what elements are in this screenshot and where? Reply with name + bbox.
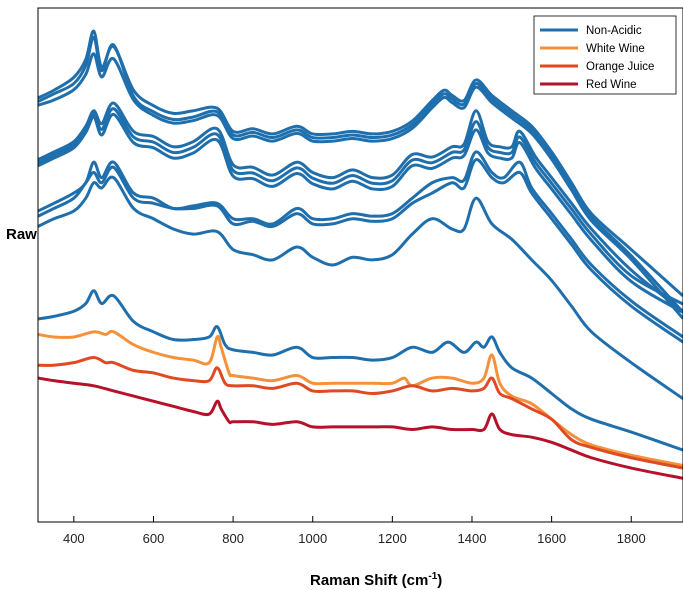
series-line-non-acidic-9 [37, 289, 683, 452]
x-tick-label: 1800 [617, 531, 646, 546]
legend-label-non-acidic: Non-Acidic [586, 25, 642, 37]
x-tick-label: 1600 [537, 531, 566, 546]
x-tick-label: 400 [63, 531, 85, 546]
legend-label-orange-juice: Orange Juice [586, 61, 654, 73]
series-line-orange-juice-11 [37, 356, 683, 470]
series-line-non-acidic-3 [37, 101, 683, 313]
y-axis-label: Raw [6, 226, 37, 243]
series-line-non-acidic-2 [37, 52, 683, 320]
series-line-non-acidic-5 [37, 112, 683, 314]
x-axis-label: Raman Shift (cm-1) [310, 571, 442, 589]
series-line-non-acidic-7 [37, 158, 683, 344]
series-line-white-wine-10 [37, 329, 683, 467]
x-tick-label: 800 [222, 531, 244, 546]
series-line-non-acidic-8 [37, 175, 683, 400]
plot-frame [37, 7, 683, 523]
legend: Non-Acidic White Wine Orange Juice Red Wine [533, 15, 677, 95]
x-axis-ticks: 400 600 800 1000 1200 1400 1600 1800 [63, 516, 646, 546]
x-tick-label: 600 [143, 531, 165, 546]
legend-label-white-wine: White Wine [586, 43, 645, 55]
series-lines [37, 29, 683, 480]
legend-label-red-wine: Red Wine [586, 79, 637, 91]
x-tick-label: 1000 [298, 531, 327, 546]
series-line-non-acidic-4 [37, 107, 683, 306]
x-tick-label: 1400 [458, 531, 487, 546]
series-line-non-acidic-1 [37, 35, 683, 314]
series-line-non-acidic-6 [37, 150, 683, 339]
series-line-red-wine-12 [37, 376, 683, 480]
x-tick-label: 1200 [378, 531, 407, 546]
